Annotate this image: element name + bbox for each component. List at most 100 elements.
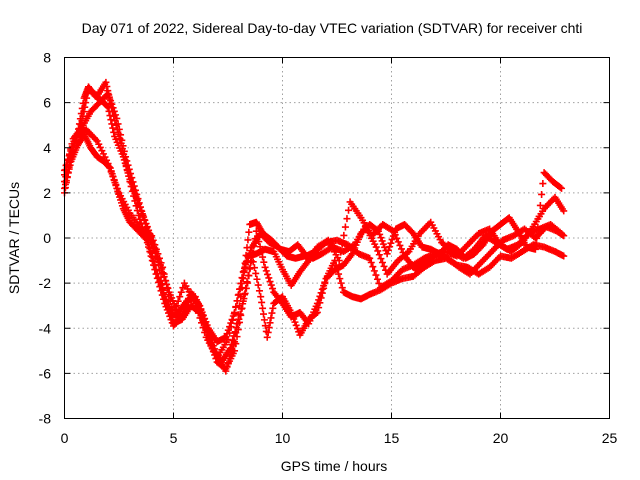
data-point-interp <box>115 125 123 133</box>
data-point-interp <box>233 297 241 305</box>
data-point-interp <box>370 267 378 275</box>
data-point-interp <box>379 240 387 248</box>
data-point-interp <box>265 324 273 332</box>
data-point-interp <box>259 304 267 312</box>
data-point-interp <box>255 238 263 246</box>
data-point-interp <box>110 107 118 115</box>
data-point-interp <box>337 279 345 287</box>
data-point-interp <box>384 246 392 254</box>
data-point-interp <box>140 216 148 224</box>
x-tick-label: 15 <box>384 430 400 446</box>
y-tick-label: -6 <box>39 365 52 381</box>
data-point-interp <box>153 274 161 282</box>
data-point-interp <box>262 267 270 275</box>
data-point-interp <box>378 258 386 266</box>
data-point-interp <box>246 264 254 272</box>
data-point-interp <box>269 304 277 312</box>
data-point-interp <box>241 289 249 297</box>
data-point-interp <box>254 232 262 240</box>
data-point-interp <box>259 253 267 261</box>
data-point-interp <box>236 285 244 293</box>
data-point-interp <box>81 103 89 111</box>
tick-layer <box>64 57 610 419</box>
data-point-interp <box>539 180 547 188</box>
data-point-interp <box>119 142 127 150</box>
data-point <box>235 290 243 298</box>
data-point-interp <box>166 297 174 305</box>
data-point-interp <box>157 287 165 295</box>
data-point-interp <box>241 263 249 271</box>
data-point-interp <box>338 240 346 248</box>
x-axis-label: GPS time / hours <box>281 458 388 474</box>
data-point-interp <box>266 319 274 327</box>
data-point-interp <box>201 328 209 336</box>
data-point <box>104 90 112 98</box>
data-point-interp <box>260 316 268 324</box>
y-tick-label: 8 <box>43 50 51 66</box>
data-point-interp <box>396 241 404 249</box>
data-point-interp <box>253 275 261 283</box>
data-point-interp <box>240 268 248 276</box>
y-tick-label: -4 <box>39 320 52 336</box>
data-point-interp <box>118 136 126 144</box>
data-point-interp <box>265 274 273 282</box>
data-point-interp <box>226 329 234 337</box>
y-tick-label: 6 <box>43 95 51 111</box>
data-point-interp <box>108 100 116 108</box>
data-point-interp <box>376 230 384 238</box>
data-point-interp <box>337 248 345 256</box>
data-point-interp <box>176 293 184 301</box>
data-point-interp <box>165 309 173 317</box>
data-point-interp <box>245 228 253 236</box>
data-point-interp <box>114 120 122 128</box>
data-point <box>558 184 566 192</box>
series-track-5 <box>61 126 568 362</box>
data-point-interp <box>123 157 131 165</box>
data-point-interp <box>120 147 128 155</box>
data-point-interp <box>252 269 260 277</box>
data-point-interp <box>242 284 250 292</box>
data-point <box>531 245 539 253</box>
data-point-interp <box>107 97 115 105</box>
data-point-interp <box>268 309 276 317</box>
data-point-interp <box>68 142 76 150</box>
data-point-interp <box>166 312 174 320</box>
series-track-4 <box>61 90 566 366</box>
data-point-interp <box>83 94 91 102</box>
data-point-interp <box>399 249 407 257</box>
data-point-interp <box>124 161 132 169</box>
data-point-interp <box>193 304 201 312</box>
data-point-interp <box>318 285 326 293</box>
data-point-interp <box>146 248 154 256</box>
data-point-interp <box>237 305 245 313</box>
data-point-interp <box>232 303 240 311</box>
data-point-interp <box>103 83 111 91</box>
data-point-interp <box>261 322 269 330</box>
data-point-interp <box>267 281 275 289</box>
data-point-interp <box>269 285 277 293</box>
data-point <box>366 254 374 262</box>
data-point-interp <box>230 310 238 318</box>
data-point <box>113 114 121 122</box>
x-tick-label: 20 <box>493 430 509 446</box>
data-point-interp <box>158 291 166 299</box>
data-point-interp <box>165 290 173 298</box>
data-point-interp <box>317 289 325 297</box>
data-point-interp <box>80 108 88 116</box>
y-tick-label: 2 <box>43 185 51 201</box>
data-point-interp <box>138 207 146 215</box>
data-point-interp <box>316 292 324 300</box>
data-point-interp <box>320 282 328 290</box>
data-point <box>257 293 265 301</box>
data-point-interp <box>82 99 90 107</box>
data-point-interp <box>194 309 202 317</box>
x-tick-label: 25 <box>602 430 618 446</box>
data-point-interp <box>117 131 125 139</box>
data-point-interp <box>388 236 396 244</box>
data-point <box>148 232 156 240</box>
data-point-interp <box>132 186 140 194</box>
data-point-interp <box>335 270 343 278</box>
data-point-interp <box>162 303 170 311</box>
data-point-interp <box>260 310 268 318</box>
data-point-interp <box>244 236 252 244</box>
